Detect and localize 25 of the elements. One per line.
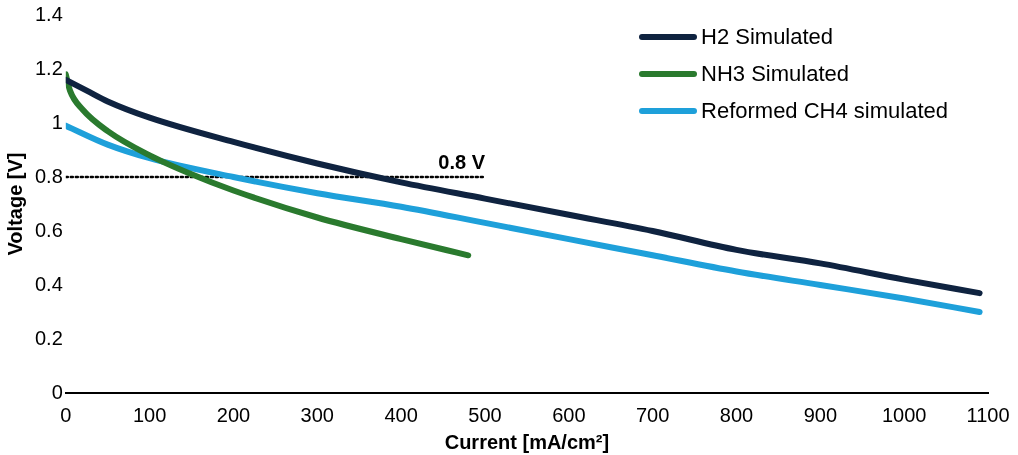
- y-tick-label: 1: [51, 110, 63, 133]
- legend-label: H2 Simulated: [701, 23, 834, 50]
- x-tick-label: 300: [300, 403, 334, 426]
- y-tick-label: 0.2: [34, 326, 63, 349]
- x-tick-label: 900: [803, 403, 838, 426]
- x-tick-label: 400: [384, 403, 418, 426]
- x-tick-label: 1000: [881, 403, 927, 426]
- y-tick-label: 0.6: [34, 218, 63, 241]
- x-tick-label: 800: [719, 403, 754, 426]
- y-tick-label: 0.8: [34, 164, 63, 187]
- x-tick-label: 200: [216, 403, 251, 426]
- x-tick-label: 1100: [966, 403, 1010, 426]
- y-axis-title: Voltage [V]: [3, 152, 26, 256]
- y-tick-label: 0: [51, 380, 63, 403]
- y-tick-label: 1.4: [34, 2, 63, 25]
- x-tick-label: 100: [132, 403, 167, 426]
- legend-label: NH3 Simulated: [701, 60, 849, 87]
- x-tick-label: 700: [635, 403, 670, 426]
- y-tick-label: 0.4: [34, 272, 63, 295]
- legend-label: Reformed CH4 simulated: [701, 97, 948, 124]
- x-tick-label: 500: [468, 403, 502, 426]
- x-axis-title: Current [mA/cm²]: [444, 430, 610, 453]
- x-tick-label: 600: [552, 403, 586, 426]
- annotation: 0.8 V: [438, 150, 486, 173]
- y-tick-label: 1.2: [34, 56, 63, 79]
